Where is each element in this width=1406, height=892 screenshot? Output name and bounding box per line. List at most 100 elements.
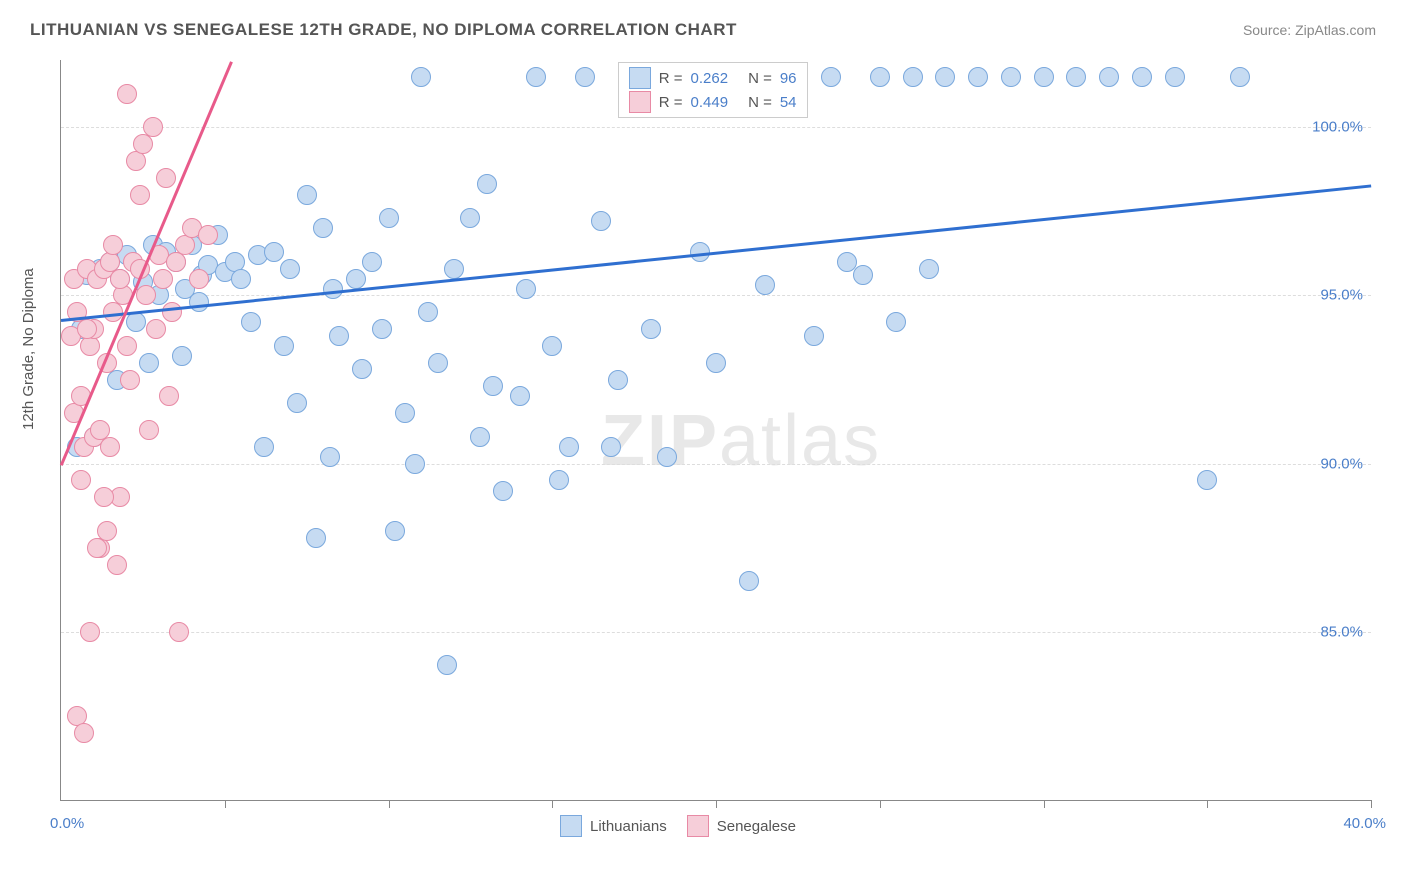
x-tick xyxy=(225,800,226,808)
plot-area: ZIPatlas 85.0%90.0%95.0%100.0%R =0.262N … xyxy=(60,60,1371,801)
scatter-point xyxy=(411,67,431,87)
scatter-point xyxy=(71,470,91,490)
scatter-point xyxy=(1099,67,1119,87)
scatter-point xyxy=(126,312,146,332)
scatter-point xyxy=(320,447,340,467)
scatter-point xyxy=(346,269,366,289)
scatter-point xyxy=(280,259,300,279)
legend-r-label: R = xyxy=(659,94,683,111)
scatter-point xyxy=(395,403,415,423)
x-tick xyxy=(552,800,553,808)
scatter-point xyxy=(428,353,448,373)
scatter-point xyxy=(117,336,137,356)
scatter-point xyxy=(323,279,343,299)
scatter-point xyxy=(1132,67,1152,87)
y-axis-title: 12th Grade, No Diploma xyxy=(20,268,37,430)
scatter-point xyxy=(264,242,284,262)
scatter-point xyxy=(231,269,251,289)
scatter-point xyxy=(159,386,179,406)
gridline xyxy=(61,295,1371,296)
scatter-point xyxy=(153,269,173,289)
x-tick xyxy=(880,800,881,808)
scatter-point xyxy=(549,470,569,490)
scatter-point xyxy=(254,437,274,457)
scatter-point xyxy=(919,259,939,279)
scatter-point xyxy=(405,454,425,474)
legend-item: Senegalese xyxy=(687,815,796,837)
scatter-point xyxy=(510,386,530,406)
scatter-point xyxy=(418,302,438,322)
scatter-point xyxy=(77,319,97,339)
scatter-point xyxy=(853,265,873,285)
y-tick-label: 85.0% xyxy=(1320,623,1363,640)
chart-title: LITHUANIAN VS SENEGALESE 12TH GRADE, NO … xyxy=(30,20,737,40)
scatter-point xyxy=(755,275,775,295)
legend-bottom: Lithuanians Senegalese xyxy=(560,815,796,837)
scatter-point xyxy=(821,67,841,87)
legend-n-label: N = xyxy=(748,70,772,87)
scatter-point xyxy=(87,538,107,558)
scatter-point xyxy=(526,67,546,87)
legend-swatch xyxy=(687,815,709,837)
scatter-point xyxy=(1001,67,1021,87)
x-tick xyxy=(1044,800,1045,808)
scatter-point xyxy=(352,359,372,379)
x-tick xyxy=(716,800,717,808)
scatter-point xyxy=(189,292,209,312)
scatter-point xyxy=(80,622,100,642)
scatter-point xyxy=(542,336,562,356)
scatter-point xyxy=(1230,67,1250,87)
scatter-point xyxy=(107,555,127,575)
legend-item: Lithuanians xyxy=(560,815,667,837)
scatter-point xyxy=(110,269,130,289)
legend-swatch xyxy=(560,815,582,837)
scatter-point xyxy=(139,353,159,373)
scatter-point xyxy=(1034,67,1054,87)
scatter-point xyxy=(516,279,536,299)
scatter-point xyxy=(274,336,294,356)
scatter-point xyxy=(601,437,621,457)
scatter-point xyxy=(143,117,163,137)
legend-r-value: 0.262 xyxy=(691,70,729,87)
header: LITHUANIAN VS SENEGALESE 12TH GRADE, NO … xyxy=(30,20,1376,40)
scatter-point xyxy=(379,208,399,228)
scatter-point xyxy=(74,723,94,743)
scatter-point xyxy=(156,168,176,188)
legend-stats-row: R =0.262N =96 xyxy=(629,67,797,89)
scatter-point xyxy=(287,393,307,413)
scatter-point xyxy=(968,67,988,87)
scatter-point xyxy=(483,376,503,396)
x-tick xyxy=(1207,800,1208,808)
scatter-point xyxy=(169,622,189,642)
legend-label: Senegalese xyxy=(717,818,796,835)
scatter-point xyxy=(903,67,923,87)
scatter-point xyxy=(297,185,317,205)
legend-label: Lithuanians xyxy=(590,818,667,835)
scatter-point xyxy=(130,185,150,205)
scatter-point xyxy=(575,67,595,87)
scatter-point xyxy=(470,427,490,447)
scatter-point xyxy=(935,67,955,87)
scatter-point xyxy=(706,353,726,373)
scatter-point xyxy=(241,312,261,332)
scatter-point xyxy=(90,420,110,440)
scatter-point xyxy=(189,269,209,289)
scatter-point xyxy=(1066,67,1086,87)
scatter-point xyxy=(120,370,140,390)
legend-n-value: 54 xyxy=(780,94,797,111)
scatter-point xyxy=(117,84,137,104)
scatter-point xyxy=(139,420,159,440)
scatter-point xyxy=(591,211,611,231)
legend-stats-row: R =0.449N =54 xyxy=(629,91,797,113)
scatter-point xyxy=(437,655,457,675)
source-label: Source: ZipAtlas.com xyxy=(1243,22,1376,38)
x-axis-min-label: 0.0% xyxy=(50,815,84,832)
scatter-point xyxy=(146,319,166,339)
x-tick xyxy=(1371,800,1372,808)
y-tick-label: 95.0% xyxy=(1320,287,1363,304)
x-tick xyxy=(389,800,390,808)
chart-container: LITHUANIAN VS SENEGALESE 12TH GRADE, NO … xyxy=(0,0,1406,892)
scatter-point xyxy=(100,437,120,457)
scatter-point xyxy=(162,302,182,322)
scatter-point xyxy=(313,218,333,238)
